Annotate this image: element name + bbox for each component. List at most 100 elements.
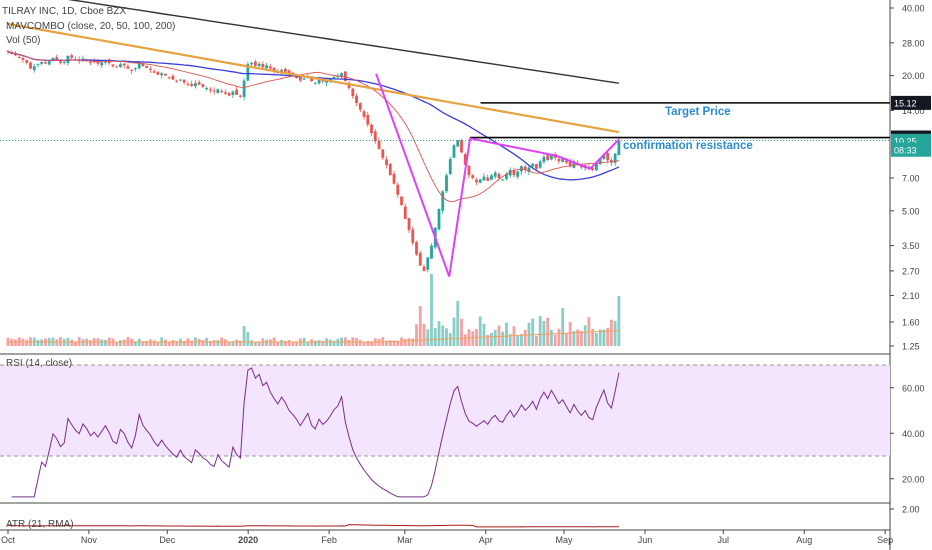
volume-bar (602, 329, 606, 346)
volume-bar (100, 339, 104, 346)
volume-bar (171, 340, 175, 346)
candle (152, 71, 156, 73)
volume-bar (595, 333, 598, 346)
volume-bar (441, 325, 445, 346)
candle (486, 177, 490, 181)
rsi-tick-label: 20.00 (902, 474, 925, 484)
price-tick-label: 3.50 (902, 241, 920, 251)
candle (351, 88, 355, 97)
candle (531, 163, 535, 167)
candle (613, 153, 617, 163)
volume-bar (505, 322, 508, 346)
volume-bar (426, 329, 430, 346)
volume-bar (70, 339, 74, 346)
candle (164, 73, 167, 76)
time-label: May (556, 535, 574, 545)
candle (580, 166, 583, 168)
volume-bar (287, 340, 291, 346)
candle (227, 93, 231, 96)
time-label: Aug (796, 535, 812, 545)
time-label: Jul (718, 535, 730, 545)
volume-bar (231, 341, 235, 346)
candle (32, 66, 36, 71)
price-tick-label: 14.00 (902, 106, 925, 116)
candle (220, 90, 224, 93)
candle (238, 95, 242, 97)
candle (557, 158, 561, 162)
volume-bar (246, 332, 250, 346)
volume-bar (486, 334, 490, 346)
time-label: Mar (397, 535, 413, 545)
volume-bar (572, 331, 576, 346)
volume-bar (227, 341, 231, 346)
volume-bar (36, 339, 40, 346)
mavcombo-label: MAVCOMBO (close, 20, 50, 100, 200) (6, 21, 175, 32)
candle (145, 66, 149, 69)
candle (261, 63, 265, 68)
candle (471, 175, 475, 178)
candle (467, 165, 471, 176)
volume-bar (388, 340, 392, 346)
volume-bar (358, 339, 362, 346)
candle (426, 257, 430, 270)
volume-bar (478, 316, 482, 346)
volume-label: Vol (50) (6, 35, 40, 46)
rsi-line (11, 367, 620, 498)
candle (565, 160, 568, 163)
volume-bar (430, 274, 433, 346)
candle (358, 103, 362, 110)
volume-bar (317, 340, 321, 346)
candle (235, 89, 239, 95)
candle (460, 140, 463, 153)
candle (201, 84, 205, 87)
volume-bar (242, 326, 246, 346)
candle (445, 175, 448, 192)
candle (508, 169, 512, 176)
volume-bar (471, 331, 475, 346)
candle (246, 64, 250, 81)
candle (478, 179, 482, 183)
volume-bar (422, 323, 426, 346)
price-tick-label: 2.70 (902, 266, 920, 276)
atr-pane[interactable] (8, 524, 619, 528)
candle (325, 80, 328, 83)
volume-bar (580, 330, 583, 346)
price-pane[interactable] (0, 0, 890, 346)
candle (381, 149, 385, 158)
rsi-pane[interactable] (0, 364, 890, 498)
confirmation-resistance-annotation: confirmation resistance (623, 140, 753, 152)
volume-bar (152, 340, 156, 346)
volume-bar (396, 341, 400, 346)
candle (167, 77, 171, 79)
ma200-line (67, 0, 620, 84)
candle (205, 88, 209, 90)
volume-bar (407, 338, 411, 346)
candle (111, 64, 115, 67)
price-tick-label: 7.00 (902, 173, 920, 183)
candle (602, 154, 606, 159)
candle (437, 208, 441, 230)
volume-bar (613, 321, 617, 346)
candle (396, 184, 400, 195)
ma20-line (7, 51, 620, 203)
volume-bar (501, 331, 505, 346)
volume-bar (520, 334, 523, 346)
candle (122, 63, 126, 66)
candle (130, 69, 134, 71)
candle (313, 82, 317, 84)
candle (149, 68, 152, 70)
candle (14, 53, 17, 56)
candle (475, 179, 478, 183)
pattern-overlay-line (375, 73, 620, 277)
volume-bar (366, 340, 370, 346)
candle (126, 66, 130, 69)
volume-bar (182, 340, 186, 346)
volume-bar (55, 339, 59, 346)
candle (418, 252, 422, 266)
candle (572, 161, 576, 168)
candle (415, 242, 418, 255)
target-price-annotation: Target Price (665, 106, 731, 118)
price-tick-label: 40.00 (902, 4, 925, 14)
